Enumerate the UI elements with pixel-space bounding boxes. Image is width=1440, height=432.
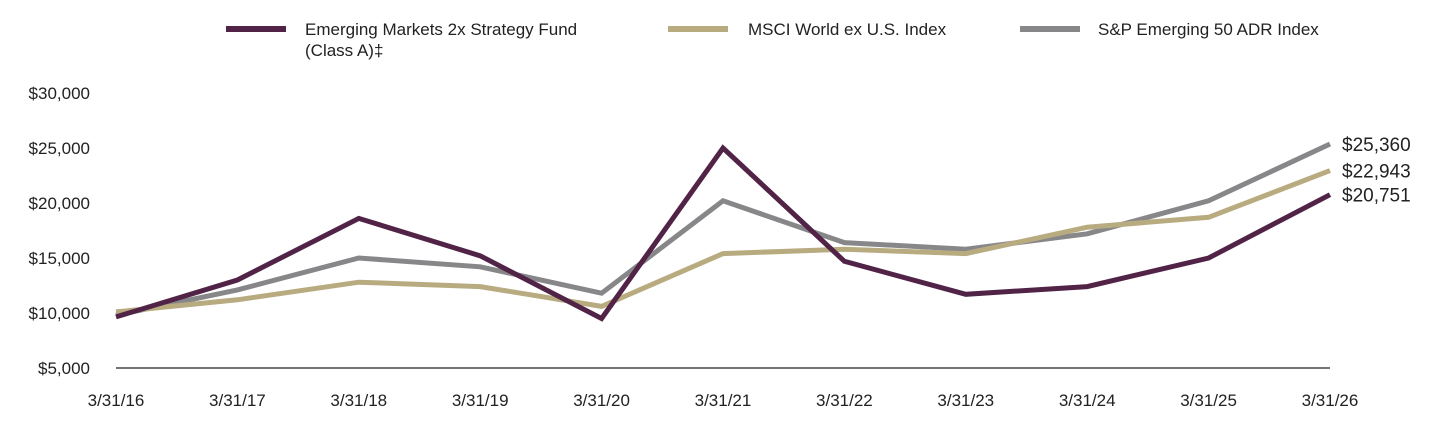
x-tick-label: 3/31/19 (452, 391, 509, 410)
end-labels: $20,751 $22,943 $25,360 (1342, 135, 1411, 207)
y-tick-label: $15,000 (29, 249, 90, 268)
x-tick-label: 3/31/18 (330, 391, 387, 410)
end-value-label: $25,360 (1342, 135, 1411, 156)
x-tick-label: 3/31/23 (937, 391, 994, 410)
fund-series-line (115, 144, 1332, 322)
y-tick-label: $20,000 (29, 194, 90, 213)
legend-label: (Class A)‡ (305, 41, 383, 60)
y-tick-label: $30,000 (29, 84, 90, 103)
legend-label: Emerging Markets 2x Strategy Fund (305, 20, 577, 39)
x-tick-label: 3/31/25 (1180, 391, 1237, 410)
y-tick-label: $5,000 (38, 359, 90, 378)
end-value-label: $20,751 (1342, 186, 1411, 207)
x-tick-label: 3/31/16 (88, 391, 145, 410)
legend: Emerging Markets 2x Strategy Fund (Class … (226, 20, 1319, 60)
x-tick-label: 3/31/17 (209, 391, 266, 410)
x-tick-label: 3/31/22 (816, 391, 873, 410)
x-axis: 3/31/16 3/31/17 3/31/18 3/31/19 3/31/20 3/31/… (88, 367, 1359, 410)
y-axis: $5,000 $10,000 $15,000 $20,000 $25,000 $30,00… (29, 84, 90, 378)
y-tick-label: $10,000 (29, 304, 90, 323)
x-tick-label: 3/31/21 (695, 391, 752, 410)
x-tick-label: 3/31/26 (1302, 391, 1359, 410)
x-tick-label: 3/31/20 (573, 391, 630, 410)
legend-label: MSCI World ex U.S. Index (748, 20, 947, 39)
legend-item-fund: Emerging Markets 2x Strategy Fund (Class … (226, 20, 577, 60)
x-tick-label: 3/31/24 (1059, 391, 1116, 410)
legend-item-sp: S&P Emerging 50 ADR Index (1020, 20, 1319, 39)
msci-series-line (115, 168, 1331, 315)
end-value-label: $22,943 (1342, 162, 1411, 183)
series-lines (115, 141, 1332, 322)
legend-label: S&P Emerging 50 ADR Index (1098, 20, 1319, 39)
y-tick-label: $25,000 (29, 139, 90, 158)
legend-item-msci: MSCI World ex U.S. Index (668, 20, 947, 39)
